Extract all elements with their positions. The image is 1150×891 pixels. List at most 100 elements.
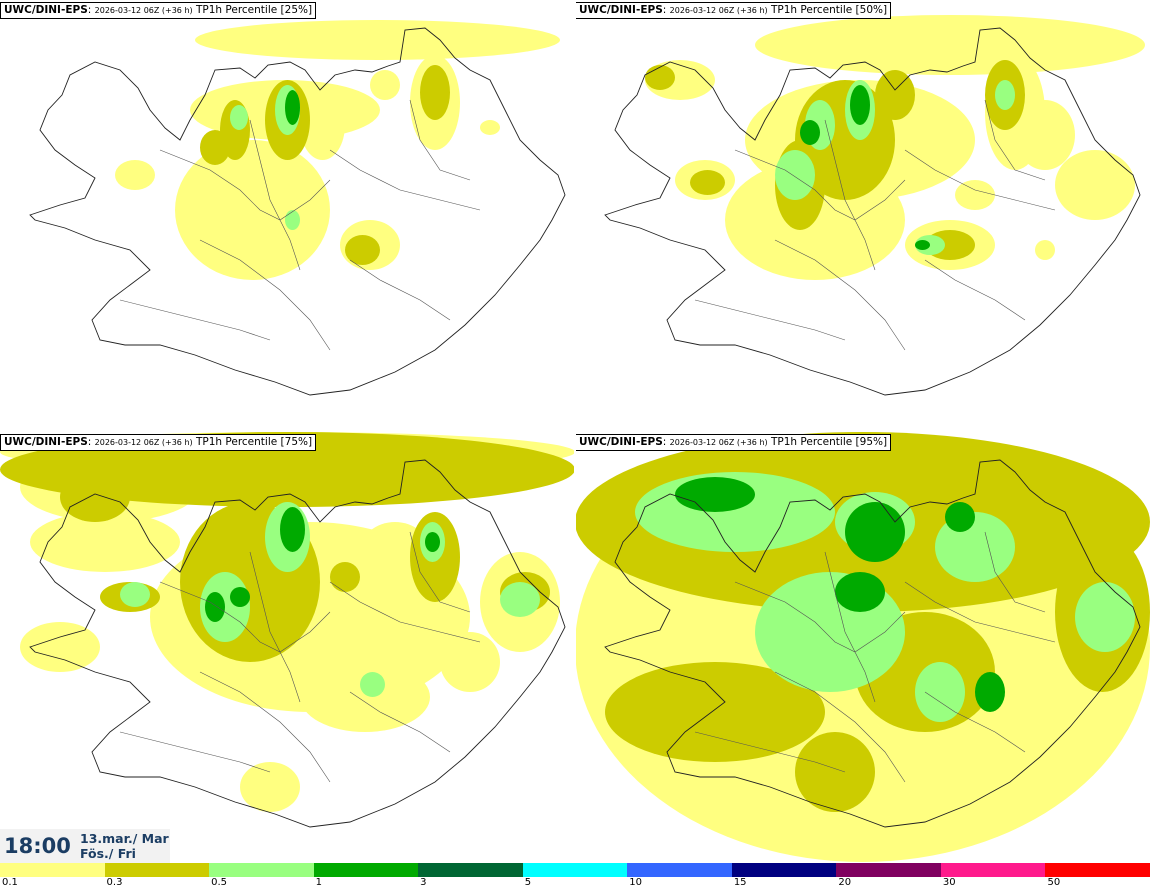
coastline xyxy=(29,459,566,828)
colorbar-labels: 0.1 0.3 0.5 1 3 5 10 15 20 30 50 xyxy=(0,877,1150,891)
precip-area xyxy=(230,105,248,130)
precip-area xyxy=(60,472,130,522)
precip-area xyxy=(1055,150,1135,220)
model-name: UWC/DINI-EPS xyxy=(4,436,88,448)
colorbar-segment xyxy=(731,863,837,877)
boundary-line xyxy=(824,119,876,271)
colorbar-label: 5 xyxy=(524,877,532,888)
colorbar-label: 30 xyxy=(942,877,956,888)
precip-area xyxy=(995,80,1015,110)
precip-area xyxy=(440,632,500,692)
precip-area xyxy=(755,15,1145,75)
precip-area xyxy=(300,90,345,160)
precip-area xyxy=(30,512,180,572)
precip-area xyxy=(955,180,995,210)
precip-map xyxy=(0,432,575,828)
precip-area xyxy=(280,507,305,552)
field-name: TP1h Percentile [95%] xyxy=(770,436,888,448)
boundary-line xyxy=(159,581,331,653)
valid-time-box: 18:00 13.mar./ Mar Fös./ Fri xyxy=(0,829,170,863)
boundary-line xyxy=(774,239,906,351)
model-name: UWC/DINI-EPS xyxy=(579,436,663,448)
precip-area xyxy=(120,582,150,607)
colorbar-label: 0.5 xyxy=(211,877,227,888)
boundary-line xyxy=(159,149,331,221)
field-name: TP1h Percentile [50%] xyxy=(770,4,888,16)
coastline xyxy=(604,459,1141,828)
panel-title: UWC/DINI-EPS: 2026-03-12 06Z (+36 h) TP1… xyxy=(0,2,317,19)
boundary-line xyxy=(329,149,481,211)
boundary-line xyxy=(199,671,331,783)
boundary-line xyxy=(249,119,301,271)
precip-map xyxy=(29,20,566,396)
precip-area xyxy=(1015,100,1075,170)
boundary-line xyxy=(924,691,1026,753)
model-name: UWC/DINI-EPS xyxy=(579,4,663,16)
panel-title: UWC/DINI-EPS: 2026-03-12 06Z (+36 h) TP1… xyxy=(575,2,892,19)
colorbar-label: 0.3 xyxy=(106,877,123,888)
boundary-line xyxy=(924,259,1026,321)
run-time: 2026-03-12 06Z (+36 h) xyxy=(669,438,768,447)
field-name: TP1h Percentile [75%] xyxy=(195,436,313,448)
precip-area xyxy=(285,210,300,230)
precip-map xyxy=(575,432,1150,862)
boundary-line xyxy=(409,99,471,181)
model-name: UWC/DINI-EPS xyxy=(4,4,88,16)
precip-area xyxy=(875,70,915,120)
map-panel-p50: UWC/DINI-EPS: 2026-03-12 06Z (+36 h) TP1… xyxy=(575,0,1150,430)
colorbar-segment xyxy=(0,863,105,877)
boundary-line xyxy=(329,581,481,643)
precip-area xyxy=(915,240,930,250)
colorbar-segment xyxy=(209,863,314,877)
colorbar-label: 20 xyxy=(838,877,852,888)
map-panel-p75: UWC/DINI-EPS: 2026-03-12 06Z (+36 h) TP1… xyxy=(0,432,575,862)
colorbar-label: 50 xyxy=(1047,877,1061,888)
precip-area xyxy=(240,762,300,812)
boundary-line xyxy=(984,531,1046,613)
valid-weekday: Fös./ Fri xyxy=(80,846,136,861)
colorbar-segment xyxy=(313,863,419,877)
precip-area xyxy=(195,20,560,60)
boundary-line xyxy=(984,99,1046,181)
boundary-line xyxy=(119,299,271,341)
colorbar-segment xyxy=(836,863,941,877)
boundary-line xyxy=(349,259,451,321)
precip-area xyxy=(675,477,755,512)
boundary-line xyxy=(199,239,331,351)
precip-area xyxy=(1035,240,1055,260)
colorbar-label: 15 xyxy=(733,877,747,888)
boundary-line xyxy=(824,551,876,703)
colorbar-label: 1 xyxy=(315,877,322,888)
precip-area xyxy=(795,732,875,812)
precip-area xyxy=(945,502,975,532)
precip-area xyxy=(425,532,440,552)
precip-area xyxy=(690,170,725,195)
colorbar-segment xyxy=(627,863,732,877)
boundary-line xyxy=(904,581,1056,643)
precip-area xyxy=(285,90,300,125)
precip-area xyxy=(370,70,400,100)
colorbar-segment xyxy=(940,863,1046,877)
precip-area xyxy=(845,502,905,562)
precip-area xyxy=(835,572,885,612)
run-time: 2026-03-12 06Z (+36 h) xyxy=(94,438,193,447)
precip-area xyxy=(605,662,825,762)
precip-area xyxy=(1075,582,1135,652)
boundary-line xyxy=(734,149,906,221)
run-time: 2026-03-12 06Z (+36 h) xyxy=(94,6,193,15)
colorbar-label: 3 xyxy=(420,877,427,888)
valid-time: 18:00 xyxy=(4,834,71,858)
precip-area xyxy=(345,235,380,265)
boundary-line xyxy=(249,551,301,703)
boundary-line xyxy=(119,731,271,773)
coastline xyxy=(604,27,1141,396)
precip-area xyxy=(360,672,385,697)
boundary-line xyxy=(904,149,1056,211)
precip-area xyxy=(800,120,820,145)
precip-area xyxy=(200,130,230,165)
colorbar xyxy=(0,863,1150,877)
precip-area xyxy=(205,592,225,622)
panel-title: UWC/DINI-EPS: 2026-03-12 06Z (+36 h) TP1… xyxy=(575,434,892,451)
map-panel-p25: UWC/DINI-EPS: 2026-03-12 06Z (+36 h) TP1… xyxy=(0,0,575,430)
colorbar-label: 10 xyxy=(629,877,642,888)
